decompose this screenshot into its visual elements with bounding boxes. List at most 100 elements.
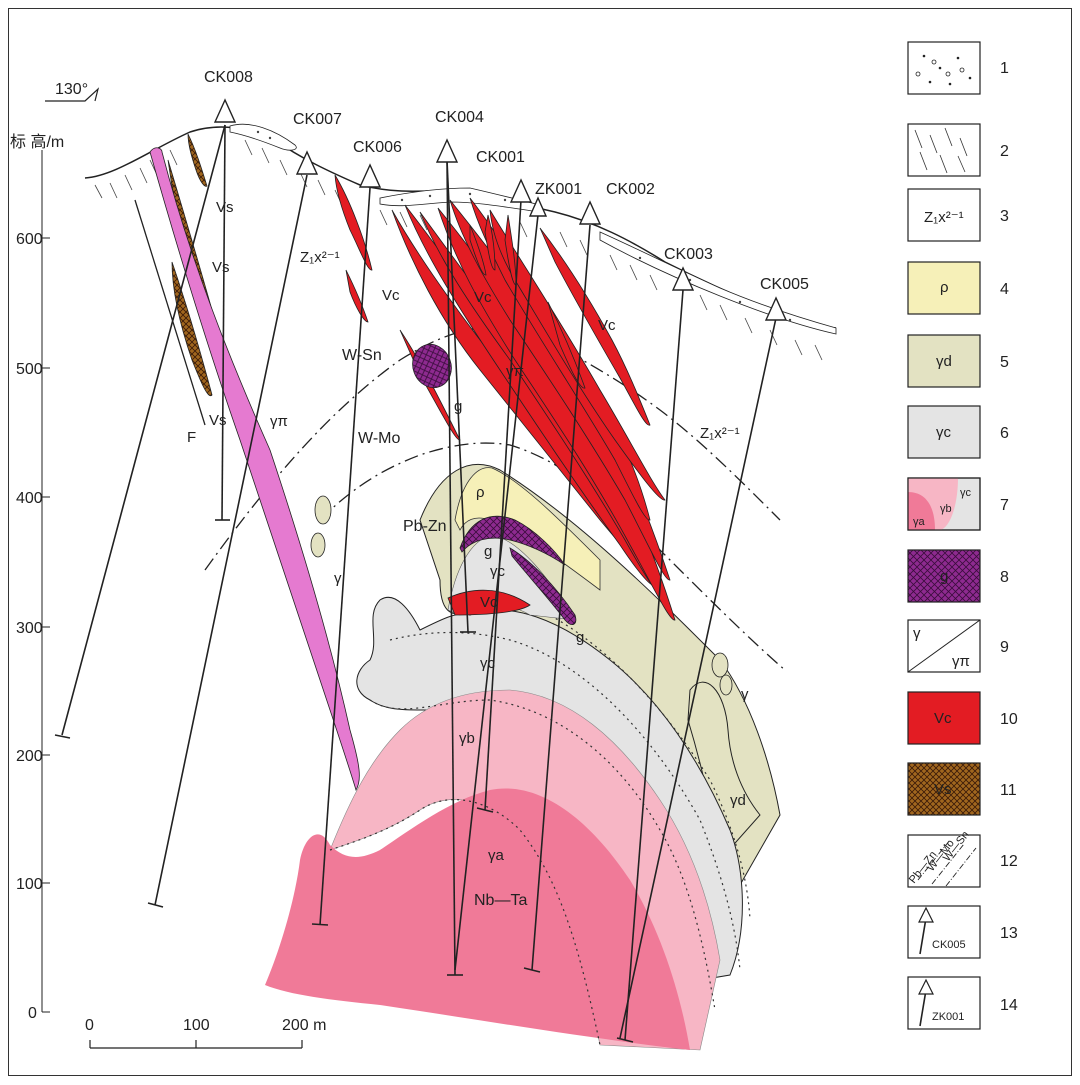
label-fault: F	[187, 429, 196, 446]
legend-4-text: ρ	[940, 279, 949, 296]
y-tick-300: 300	[16, 620, 43, 637]
gamma-a-zone	[265, 788, 690, 1050]
label-g-1: g	[454, 398, 462, 415]
legend-14-text: ZK001	[932, 1011, 964, 1023]
compass-label: 130°	[55, 81, 88, 98]
borehole-ck003: CK003	[664, 246, 713, 263]
label-gamma-2: γ	[741, 686, 749, 703]
boundary-wsn-wmo	[204, 326, 781, 571]
borehole-ck007: CK007	[293, 111, 342, 128]
zone-wmo: W-Mo	[358, 430, 400, 447]
hatch-ticks	[94, 139, 823, 361]
legend-7-text-a: γa	[913, 516, 926, 528]
legend-10-num: 10	[1000, 711, 1018, 728]
legend-7-num: 7	[1000, 497, 1009, 514]
legend-11-swatch	[907, 762, 981, 816]
legend-3-num: 3	[1000, 208, 1009, 225]
legend-8-num: 8	[1000, 569, 1009, 586]
vs-vein-1	[187, 133, 208, 187]
legend-12-swatch	[907, 834, 981, 888]
legend-9-text-b: γπ	[952, 653, 970, 670]
compass-icon	[45, 87, 100, 102]
legend-14-swatch	[907, 976, 981, 1030]
legend-6-text: γc	[936, 424, 952, 441]
overburden	[229, 123, 297, 151]
zone-nbta: Nb—Ta	[474, 892, 527, 909]
label-vc-1: Vc	[382, 287, 400, 304]
gamma-d-lobe	[687, 681, 761, 862]
y-tick-200: 200	[16, 748, 43, 765]
label-vs-3: Vs	[209, 412, 227, 429]
scale-200: 200 m	[282, 1017, 326, 1034]
borehole-zk001: ZK001	[535, 181, 582, 198]
label-g-3: g	[576, 629, 584, 646]
zone-wsn: W-Sn	[342, 347, 382, 364]
label-rho: ρ	[476, 484, 485, 501]
legend-12-num: 12	[1000, 853, 1018, 870]
legend-9-num: 9	[1000, 639, 1009, 656]
gamma-body-1	[314, 495, 332, 525]
legend-6-swatch	[907, 405, 981, 459]
label-z1x-right: Z₁x²⁻¹	[700, 425, 740, 442]
boreholes	[54, 124, 777, 1043]
y-tick-400: 400	[16, 490, 43, 507]
g-body-1	[412, 343, 452, 389]
label-vc-2: Vc	[474, 289, 492, 306]
fault-f	[134, 199, 206, 426]
legend-2-num: 2	[1000, 143, 1009, 160]
vc-veins	[334, 174, 676, 621]
label-gamma-pi-dyke: γπ	[270, 413, 288, 430]
y-tick-100: 100	[16, 876, 43, 893]
g-body-2	[459, 515, 566, 566]
label-vs-2: Vs	[212, 259, 230, 276]
label-gamma-pi: γπ	[506, 363, 524, 380]
legend-10-swatch	[907, 691, 981, 745]
borehole-ck001: CK001	[476, 149, 525, 166]
gamma-body-2	[310, 532, 326, 558]
gamma-body-3	[711, 652, 729, 678]
y-tick-600: 600	[16, 231, 43, 248]
legend-7-text-b: γb	[940, 503, 952, 515]
borehole-heads	[213, 98, 788, 321]
label-vs-1: Vs	[216, 199, 234, 216]
legend-6-num: 6	[1000, 425, 1009, 442]
legend-7-text-c: γc	[960, 487, 972, 499]
gamma-pi-dyke	[149, 147, 360, 791]
gamma-body-4	[719, 674, 733, 696]
legend-8-text: g	[940, 568, 948, 585]
scale-0: 0	[85, 1017, 94, 1034]
y-axis-label: 标 高/m	[10, 133, 64, 151]
legend: 1 2 Z₁x²⁻¹ 3 ρ 4 γd 5 γc 6 γa γb γc 7 g …	[907, 41, 1018, 1030]
legend-10-text: Vc	[934, 710, 952, 727]
borehole-ck008: CK008	[204, 69, 253, 86]
legend-5-swatch	[907, 334, 981, 388]
borehole-ck004: CK004	[435, 109, 484, 126]
legend-4-swatch	[907, 261, 981, 315]
g-body-3	[509, 547, 577, 625]
legend-3-swatch	[907, 188, 981, 242]
label-gd: γd	[730, 792, 746, 809]
label-gb: γb	[459, 730, 475, 747]
label-vc-3: Vc	[598, 317, 616, 334]
label-z1x: Z₁x²⁻¹	[300, 249, 340, 266]
boundary-wmo-pbzn	[319, 442, 786, 671]
legend-11-num: 11	[1000, 782, 1017, 799]
borehole-ck006: CK006	[353, 139, 402, 156]
legend-11-text: Vs	[934, 781, 952, 798]
legend-14-num: 14	[1000, 997, 1018, 1014]
scale-100: 100	[183, 1017, 210, 1034]
legend-13-text: CK005	[932, 939, 966, 951]
borehole-ck005: CK005	[760, 276, 809, 293]
legend-5-num: 5	[1000, 354, 1009, 371]
legend-1-swatch	[907, 41, 981, 95]
zone-pbzn: Pb-Zn	[403, 518, 447, 535]
legend-4-num: 4	[1000, 281, 1009, 298]
y-ticks	[42, 237, 50, 1013]
legend-1-num: 1	[1000, 60, 1009, 77]
borehole-ck002: CK002	[606, 181, 655, 198]
y-tick-500: 500	[16, 361, 43, 378]
label-gc-core: γc	[490, 563, 506, 580]
legend-3-text: Z₁x²⁻¹	[924, 209, 964, 226]
legend-2-swatch	[907, 123, 981, 177]
